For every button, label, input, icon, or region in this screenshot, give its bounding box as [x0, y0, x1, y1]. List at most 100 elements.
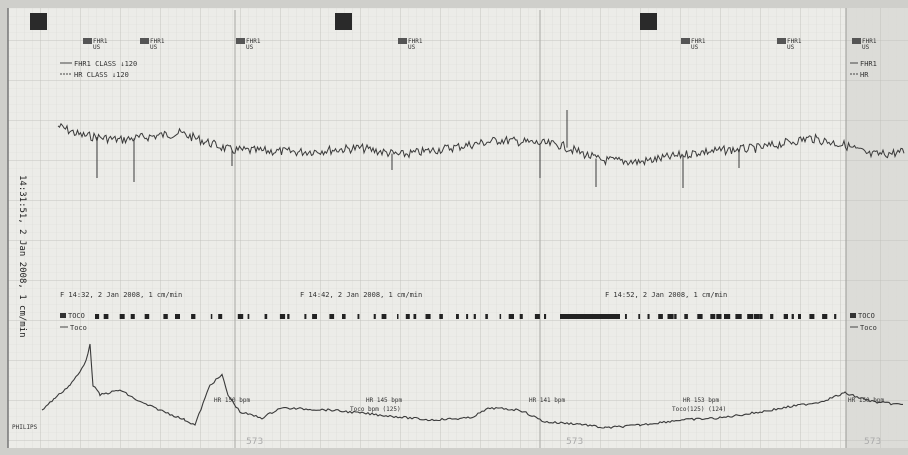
mode-badge-line2: US	[408, 44, 416, 51]
toco-trace	[41, 343, 903, 429]
mode-badge: FHR1 US	[777, 38, 802, 51]
fhr-trace	[57, 122, 905, 167]
event-mark	[735, 314, 742, 319]
fhr-spikes	[96, 110, 740, 188]
hr-note: HR 141 bpm	[529, 397, 566, 404]
event-mark	[697, 314, 703, 319]
event-mark	[674, 314, 677, 319]
mode-badge-line2: US	[246, 44, 254, 51]
event-mark	[485, 314, 488, 319]
event-mark	[770, 314, 774, 319]
event-mark	[544, 314, 547, 319]
event-mark	[144, 314, 150, 319]
legend-right-row2: HR	[860, 71, 869, 79]
mode-badge: FHR1 US	[140, 38, 165, 51]
mode-badge-line1: FHR1	[408, 38, 423, 45]
mode-badge: FHR1 US	[83, 38, 108, 51]
event-mark	[647, 314, 650, 319]
toco-left-row1: TOCO	[68, 312, 85, 320]
event-mark	[247, 314, 250, 319]
event-mark	[312, 314, 317, 319]
event-mark	[237, 314, 244, 319]
event-mark	[667, 314, 674, 319]
toco-right-row2: Toco	[860, 324, 877, 332]
event-mark	[439, 314, 443, 319]
event-mark	[287, 314, 290, 319]
event-mark	[798, 314, 801, 319]
toco-label-left: TOCO Toco	[60, 312, 87, 332]
mode-badge-line1: FHR1	[787, 38, 802, 45]
event-mark	[710, 314, 716, 319]
brand-label: PHILIPS	[12, 424, 38, 431]
event-mark	[130, 314, 135, 319]
event-mark	[218, 314, 223, 319]
legend-row2: HR CLASS ↓120	[74, 71, 129, 79]
event-mark	[473, 314, 476, 319]
timing-marker	[640, 13, 657, 30]
event-mark	[783, 314, 788, 319]
vertical-timestamp-label: 14:31:51, 2 Jan 2008, 1 cm/min	[17, 175, 27, 338]
mode-badge-line1: FHR1	[246, 38, 261, 45]
hr-note: HR 150 bpm	[848, 397, 885, 404]
event-mark	[304, 314, 307, 319]
event-mark	[397, 314, 399, 319]
event-mark	[373, 314, 376, 319]
event-mark	[759, 314, 763, 319]
mode-badge: FHR1 US	[681, 38, 706, 51]
event-mark	[425, 314, 431, 319]
toco-note: Toco(125) (124)	[672, 406, 726, 413]
event-mark	[519, 314, 523, 319]
event-mark	[95, 314, 100, 319]
event-mark	[625, 314, 627, 319]
event-mark	[175, 314, 180, 319]
mode-badge-line2: US	[691, 44, 699, 51]
event-mark	[357, 314, 360, 319]
event-mark	[747, 314, 754, 319]
mode-badge-line2: US	[862, 44, 870, 51]
toco-label-right: TOCO Toco	[850, 312, 877, 332]
page-number: 573	[566, 437, 583, 447]
mode-badge-line1: FHR1	[862, 38, 877, 45]
hr-note: HR 145 bpm	[366, 397, 403, 404]
legend-right: FHR1 HR	[850, 60, 877, 79]
page-number: 573	[864, 437, 881, 447]
event-mark	[560, 314, 620, 319]
legend-top: FHR1 CLASS ↓120 HR CLASS ↓120	[60, 60, 137, 79]
event-mark	[405, 314, 410, 319]
event-mark	[834, 314, 837, 319]
event-mark	[754, 314, 760, 319]
page-number: 573	[246, 437, 263, 447]
event-mark	[499, 314, 502, 319]
event-mark	[809, 314, 815, 319]
event-mark	[163, 314, 168, 319]
toco-right-row1: TOCO	[858, 312, 875, 320]
event-mark	[466, 314, 469, 319]
event-mark	[638, 314, 641, 319]
mode-badge: FHR1 US	[852, 38, 877, 51]
event-mark	[413, 314, 417, 319]
mode-badge: FHR1 US	[398, 38, 423, 51]
timing-marker	[30, 13, 47, 30]
event-mark	[724, 314, 731, 319]
event-mark	[279, 314, 286, 319]
event-mark	[534, 314, 540, 319]
mode-badge: FHR1 US	[236, 38, 261, 51]
hr-note: HR 150 bpm	[214, 397, 251, 404]
timing-marker	[335, 13, 352, 30]
timestamp-3: F 14:52, 2 Jan 2008, 1 cm/min	[605, 291, 727, 299]
event-mark	[658, 314, 663, 319]
mode-badge-line2: US	[93, 44, 101, 51]
mode-badge-line1: FHR1	[691, 38, 706, 45]
event-mark	[342, 314, 346, 319]
hr-note: HR 153 bpm	[683, 397, 720, 404]
mode-badge-line1: FHR1	[93, 38, 108, 45]
event-marks	[95, 314, 837, 319]
mode-badge-line1: FHR1	[150, 38, 165, 45]
legend-right-row1: FHR1	[860, 60, 877, 68]
toco-left-row2: Toco	[70, 324, 87, 332]
event-mark	[791, 314, 794, 319]
event-mark	[508, 314, 514, 319]
event-mark	[329, 314, 335, 319]
event-mark	[456, 314, 459, 319]
